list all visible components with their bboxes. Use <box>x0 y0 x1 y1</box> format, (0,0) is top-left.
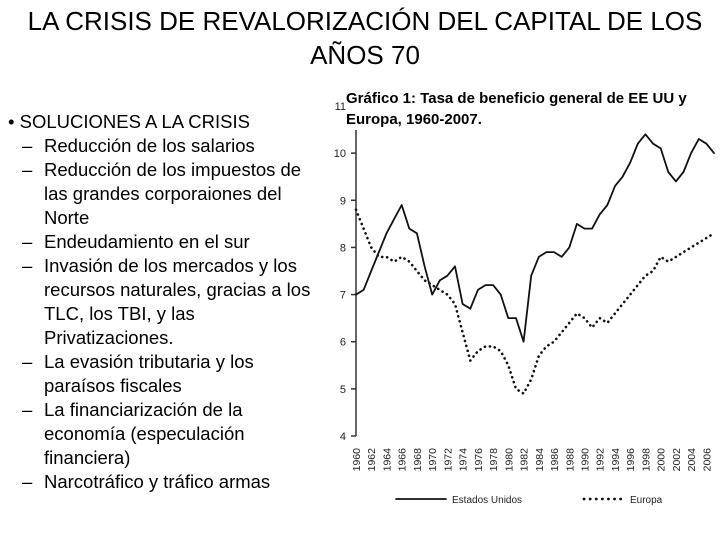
bullet-item-text: Reducción de los impuestos de las grande… <box>44 159 302 228</box>
bullet-item: – Invasión de los mercados y los recursos… <box>8 254 328 350</box>
bullet-item: – La financiarización de la economía (esp… <box>8 398 328 470</box>
x-tick-label: 1974 <box>458 448 470 472</box>
x-tick-label: 1998 <box>640 448 652 472</box>
x-tick-label: 1970 <box>427 448 439 472</box>
y-tick-label: 5 <box>340 384 346 396</box>
chart-title: Gráfico 1: Tasa de beneficio general de … <box>346 88 716 130</box>
dash-marker: – <box>22 255 33 276</box>
dash-marker: – <box>22 471 33 492</box>
bullet-item-text: La financiarización de la economía (espe… <box>44 399 245 468</box>
x-tick-label: 1962 <box>366 448 378 472</box>
profit-rate-chart: 4 5 6 7 8 9 10 11 1960 1962 1964 1966 1968 1970 1972 19… <box>316 86 720 540</box>
bullet-item: – Reducción de los impuestos de las grand… <box>8 158 328 230</box>
bullet-item-text: La evasión tributaria y los paraísos fis… <box>44 351 254 396</box>
x-tick-label: 2006 <box>701 448 713 472</box>
x-tick-label: 1988 <box>564 448 576 472</box>
bullet-item: – La evasión tributaria y los paraísos fi… <box>8 350 328 398</box>
bullet-item: – Reducción de los salarios <box>8 134 328 158</box>
bullet-list: • SOLUCIONES A LA CRISIS – Reducción de l… <box>8 110 328 494</box>
x-tick-label: 2002 <box>671 448 683 472</box>
bullet-item: – Endeudamiento en el sur <box>8 230 328 254</box>
y-tick-label: 6 <box>340 337 346 349</box>
bullet-marker: • <box>8 111 15 132</box>
legend-label: Europa <box>630 495 663 506</box>
dash-marker: – <box>22 231 33 252</box>
x-tick-label: 1968 <box>412 448 424 472</box>
x-tick-label: 2000 <box>656 448 668 472</box>
y-tick-label: 9 <box>340 195 346 207</box>
x-tick-label: 1966 <box>397 448 409 472</box>
x-tick-label: 1960 <box>351 448 363 472</box>
y-tick-label: 4 <box>340 431 346 443</box>
series-line-0 <box>355 133 715 343</box>
slide-title: LA CRISIS DE REVALORIZACIÓN DEL CAPITAL … <box>27 6 703 70</box>
bullet-item-text: Invasión de los mercados y los recursos … <box>44 255 311 348</box>
x-tick-label: 1980 <box>503 448 515 472</box>
x-tick-label: 1986 <box>549 448 561 472</box>
x-tick-label: 1972 <box>442 448 454 472</box>
x-tick-label: 1964 <box>381 448 393 472</box>
dash-marker: – <box>22 159 33 180</box>
x-tick-label: 1992 <box>595 448 607 472</box>
bullet-heading-text: SOLUCIONES A LA CRISIS <box>19 111 250 132</box>
y-tick-label: 10 <box>334 148 346 160</box>
x-tick-label: 1996 <box>625 448 637 472</box>
bullet-item-text: Endeudamiento en el sur <box>44 231 250 252</box>
y-tick-label: 7 <box>340 290 346 302</box>
x-tick-label: 1976 <box>473 448 485 472</box>
x-tick-label: 1990 <box>580 448 592 472</box>
y-tick-label: 8 <box>340 242 346 254</box>
dash-marker: – <box>22 351 33 372</box>
bullet-item-text: Reducción de los salarios <box>44 135 255 156</box>
x-tick-label: 1982 <box>519 448 531 472</box>
chart-background <box>316 86 720 540</box>
bullet-item-text: Narcotráfico y tráfico armas <box>44 471 271 492</box>
legend-label: Estados Unidos <box>452 495 522 506</box>
dash-marker: – <box>22 399 33 420</box>
bullet-heading: • SOLUCIONES A LA CRISIS <box>8 110 328 134</box>
x-tick-label: 1978 <box>488 448 500 472</box>
x-tick-label: 2004 <box>686 448 698 472</box>
y-tick-label: 11 <box>335 101 346 113</box>
chart-container: 4 5 6 7 8 9 10 11 1960 1962 1964 1966 1968 1970 1972 19… <box>316 86 720 540</box>
x-tick-label: 1994 <box>610 448 622 472</box>
bullet-item: – Narcotráfico y tráfico armas <box>8 470 328 494</box>
series-line-1 <box>354 208 716 395</box>
x-tick-label: 1984 <box>534 448 546 472</box>
dash-marker: – <box>22 135 33 156</box>
